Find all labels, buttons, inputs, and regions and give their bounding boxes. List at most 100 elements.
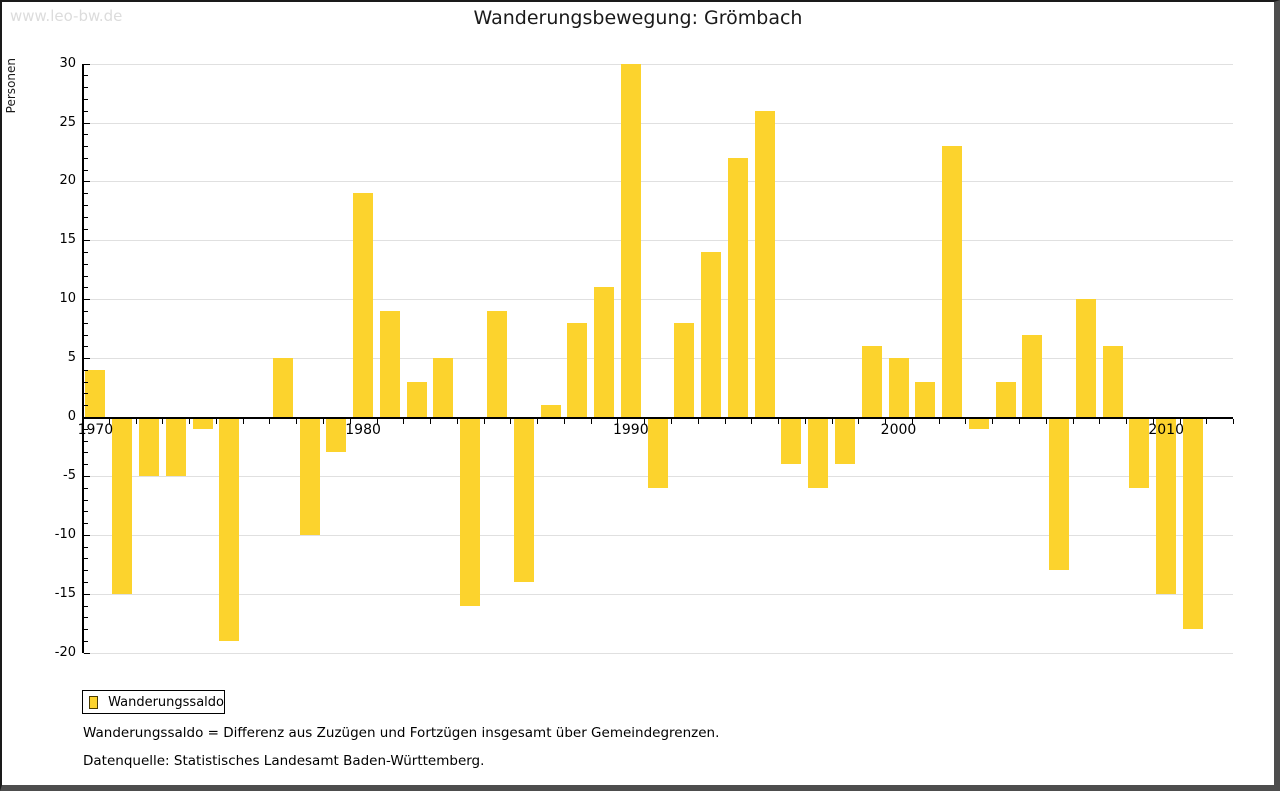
y-tick--11: [84, 546, 88, 548]
y-tick-8: [84, 322, 88, 324]
x-tick-23: [697, 419, 699, 424]
legend-label: Wanderungssaldo: [108, 694, 224, 710]
y-tick--9: [84, 523, 88, 524]
x-tick-1: [108, 419, 110, 424]
y-tick-label--15: -15: [54, 585, 76, 601]
y-tick-label-5: 5: [67, 350, 76, 366]
bar-1981: [379, 311, 400, 417]
bar-2003: [968, 417, 989, 429]
bar-1970: [85, 369, 106, 417]
x-tick-2: [135, 419, 137, 424]
y-tick--10: [84, 534, 90, 536]
x-tick-11: [376, 419, 378, 424]
x-tick-37: [1072, 419, 1074, 424]
bar-1992: [674, 322, 695, 417]
x-tick-7: [269, 419, 271, 424]
x-tick-16: [510, 419, 512, 424]
footnote-source: Datenquelle: Statistisches Landesamt Bad…: [83, 753, 485, 769]
y-tick-17: [84, 216, 88, 218]
y-tick-4: [84, 369, 88, 371]
watermark: www.leo-bw.de: [10, 7, 123, 25]
x-axis-label-2000: 2000: [880, 422, 917, 438]
y-tick-18: [84, 205, 88, 206]
bar-1994: [727, 157, 748, 417]
y-tick--16: [84, 605, 88, 607]
bar-2007: [1075, 299, 1096, 417]
gridline-25: [83, 122, 1234, 124]
y-tick--20: [84, 652, 90, 654]
y-tick-19: [84, 193, 88, 195]
gridline-10: [83, 299, 1234, 301]
y-tick-label--5: -5: [63, 467, 76, 483]
bar-1988: [567, 322, 588, 417]
bar-2001: [915, 381, 936, 417]
x-tick-3: [162, 419, 164, 424]
y-tick-20: [84, 181, 90, 183]
y-tick-label-0: 0: [67, 409, 76, 424]
x-tick-8: [296, 419, 298, 424]
x-tick-4: [189, 419, 191, 424]
y-tick-6: [84, 346, 88, 348]
bar-1998: [834, 417, 855, 465]
legend-swatch-icon: [89, 695, 99, 709]
x-tick-34: [992, 419, 994, 424]
x-tick-27: [804, 419, 806, 424]
bar-1980: [353, 193, 374, 417]
x-tick-12: [403, 419, 405, 424]
y-tick-23: [84, 146, 88, 148]
y-tick-9: [84, 311, 88, 312]
x-tick-38: [1099, 419, 1101, 424]
bar-1990: [620, 63, 641, 417]
x-tick-29: [858, 419, 860, 424]
y-tick-14: [84, 252, 88, 254]
y-tick--17: [84, 617, 88, 619]
y-tick-30: [84, 63, 90, 65]
y-tick-15: [84, 240, 90, 242]
y-tick-label--20: -20: [54, 644, 76, 660]
x-tick-30: [885, 419, 887, 424]
bar-2010: [1156, 417, 1177, 594]
y-tick--1: [84, 428, 88, 430]
y-tick-27: [84, 98, 88, 100]
bar-2011: [1183, 417, 1203, 629]
bar-1996: [781, 417, 802, 465]
x-tick-39: [1126, 419, 1127, 424]
bar-2008: [1102, 346, 1123, 417]
y-tick-11: [84, 287, 88, 289]
x-axis-line: [82, 417, 1234, 419]
bar-1982: [406, 381, 427, 417]
y-tick--8: [84, 511, 88, 513]
y-tick-26: [84, 110, 88, 112]
y-tick-3: [84, 381, 88, 383]
x-tick-28: [831, 419, 833, 424]
bar-2009: [1129, 417, 1150, 488]
y-tick-label-10: 10: [59, 291, 76, 307]
y-tick-label-15: 15: [59, 232, 76, 248]
bar-1977: [272, 358, 293, 417]
y-tick-22: [84, 157, 88, 159]
bar-2000: [888, 358, 909, 417]
bar-1973: [165, 417, 186, 476]
x-tick-9: [322, 419, 324, 424]
bar-2002: [942, 146, 962, 417]
y-axis-line: [82, 63, 84, 653]
bar-1971: [112, 417, 133, 594]
x-tick-14: [456, 419, 458, 424]
bar-1987: [540, 405, 561, 417]
y-tick--15: [84, 593, 90, 595]
x-tick-5: [215, 419, 217, 424]
x-tick-13: [430, 419, 431, 424]
bar-1975: [219, 417, 240, 641]
gridline--20: [83, 652, 1234, 654]
bar-1997: [808, 417, 829, 488]
y-tick-0: [84, 417, 90, 418]
gridline-5: [83, 358, 1234, 360]
y-tick-label-25: 25: [59, 114, 76, 130]
bar-2006: [1049, 417, 1070, 571]
gridline-30: [83, 63, 1234, 65]
x-tick-10: [349, 419, 351, 424]
y-tick--14: [84, 581, 88, 583]
x-tick-35: [1018, 419, 1020, 424]
bar-2004: [995, 381, 1016, 417]
chart-title: Wanderungsbewegung: Grömbach: [473, 7, 803, 29]
